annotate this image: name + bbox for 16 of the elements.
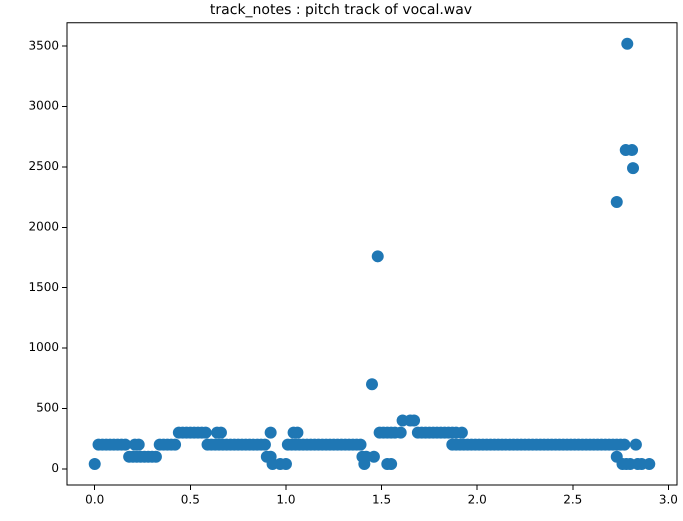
- x-tick-label: 0.0: [85, 492, 104, 506]
- y-tick-label: 3000: [28, 98, 59, 113]
- x-tick-label: 1.5: [372, 492, 392, 506]
- y-tick-label: 1000: [28, 340, 59, 354]
- y-tick-label: 2000: [28, 219, 59, 234]
- x-tick-label: 3.0: [658, 492, 678, 506]
- chart-title: track_notes : pitch track of vocal.wav: [210, 2, 472, 18]
- x-tick-label: 0.5: [180, 492, 200, 506]
- x-tick-label: 1.0: [276, 492, 296, 506]
- y-tick-label: 500: [36, 400, 59, 415]
- y-tick-label: 1500: [28, 280, 59, 294]
- x-tick-label: 2.0: [468, 492, 487, 506]
- y-tick-label: 2500: [28, 159, 59, 174]
- x-tick-label: 2.5: [563, 492, 582, 506]
- y-tick-label: 0: [51, 460, 59, 475]
- y-tick-label: 3500: [28, 38, 59, 52]
